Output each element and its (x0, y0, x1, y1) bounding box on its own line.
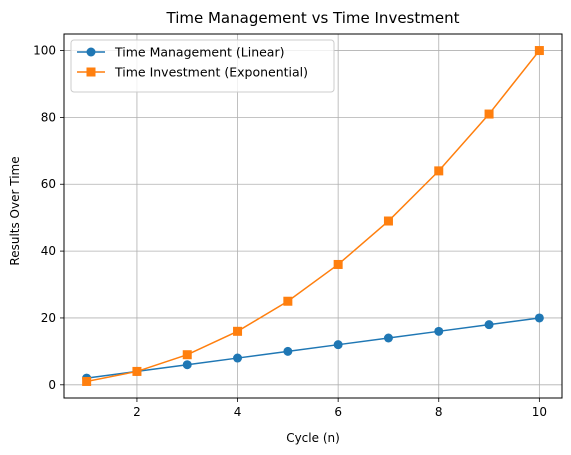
series-line-1 (86, 317, 540, 379)
y-tick-label: 40 (41, 244, 56, 258)
legend-label-2: Time Investment (Exponential) (114, 65, 308, 80)
data-point-circle (233, 353, 243, 363)
data-point-circle (383, 333, 393, 343)
data-point-circle (182, 360, 192, 370)
y-tick-label: 100 (33, 44, 56, 58)
x-tick-label: 4 (234, 405, 242, 419)
x-tick-label: 2 (133, 405, 141, 419)
data-point-square (333, 259, 343, 269)
legend: Time Management (Linear) Time Investment … (70, 39, 335, 93)
data-point-circle (484, 320, 494, 330)
plot-frame (63, 33, 563, 399)
data-point-circle (534, 313, 544, 323)
chart-title: Time Management vs Time Investment (166, 9, 460, 27)
x-tick-label: 10 (532, 405, 547, 419)
legend-box (70, 39, 335, 93)
x-axis-label: Cycle (n) (286, 431, 340, 445)
data-point-circle (434, 326, 444, 336)
legend-circle-marker (86, 47, 96, 57)
x-tick-label: 6 (334, 405, 342, 419)
data-point-square (82, 376, 92, 386)
legend-label-1: Time Management (Linear) (114, 45, 284, 60)
data-point-square (182, 350, 192, 360)
data-point-square (534, 46, 544, 56)
data-point-square (132, 366, 142, 376)
y-tick-label: 20 (41, 311, 56, 325)
data-point-square (484, 109, 494, 119)
data-point-square (383, 216, 393, 226)
data-point-square (434, 166, 444, 176)
data-point-square (283, 296, 293, 306)
legend-square-marker (86, 67, 96, 77)
y-tick-label: 80 (41, 110, 56, 124)
y-axis-label: Results Over Time (8, 156, 22, 265)
data-point-square (233, 326, 243, 336)
x-tick-label: 8 (435, 405, 443, 419)
series-group (82, 46, 544, 386)
data-point-circle (333, 340, 343, 350)
y-tick-label: 0 (48, 378, 56, 392)
data-point-circle (283, 346, 293, 356)
series-line-2 (86, 50, 540, 383)
y-tick-label: 60 (41, 177, 56, 191)
